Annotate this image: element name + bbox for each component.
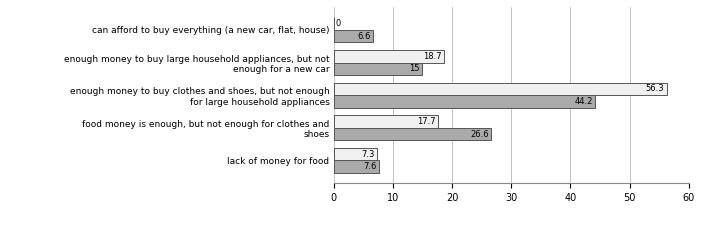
Bar xyxy=(334,148,377,161)
Text: 15: 15 xyxy=(410,64,420,73)
Bar xyxy=(334,30,373,42)
Bar xyxy=(334,161,378,173)
Text: 26.6: 26.6 xyxy=(470,129,488,138)
Text: 17.7: 17.7 xyxy=(417,117,436,126)
Bar xyxy=(334,83,667,95)
Bar xyxy=(334,128,491,140)
Text: 56.3: 56.3 xyxy=(646,84,665,94)
Bar xyxy=(334,115,438,128)
Text: 18.7: 18.7 xyxy=(423,52,442,61)
Bar xyxy=(334,95,595,108)
Text: 7.3: 7.3 xyxy=(361,150,375,159)
Bar xyxy=(334,50,444,63)
Text: 44.2: 44.2 xyxy=(574,97,593,106)
Bar xyxy=(334,63,422,75)
Text: 7.6: 7.6 xyxy=(363,162,376,171)
Text: 0: 0 xyxy=(335,19,341,28)
Text: 6.6: 6.6 xyxy=(357,31,371,41)
